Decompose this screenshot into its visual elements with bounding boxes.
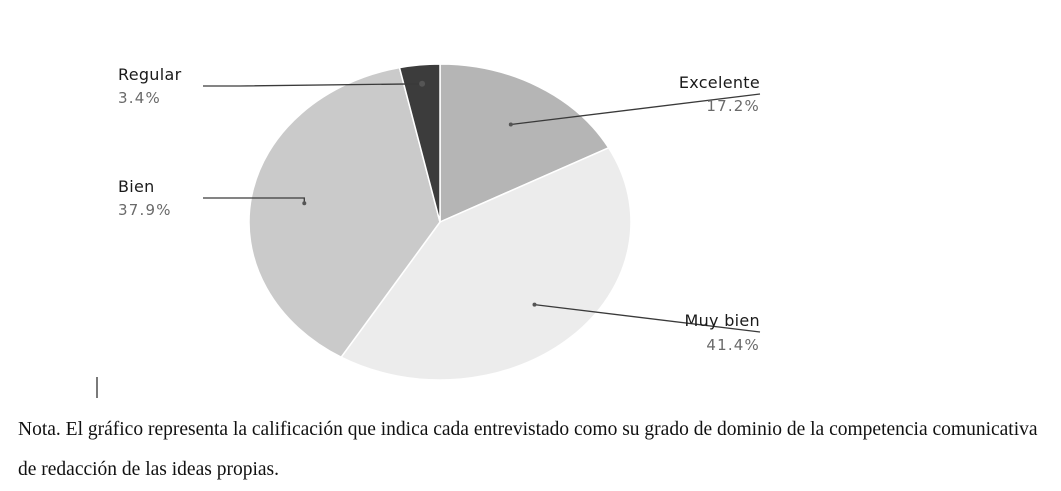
leader-line-excelente [510, 93, 761, 126]
slice-label-regular: Regular [118, 65, 182, 84]
pie-slice-bien [248, 66, 441, 359]
pie-slice-muy-bien [340, 146, 632, 381]
chart-note: Nota. El gráfico representa la calificac… [18, 419, 1038, 480]
slice-value-regular: 3.4% [118, 89, 161, 107]
slice-label-muy-bien: Muy bien [685, 311, 761, 330]
slice-value-bien: 37.9% [118, 201, 172, 219]
leader-dot-excelente [508, 122, 513, 127]
pie-slice-regular [398, 63, 441, 223]
slice-label-excelente: Excelente [679, 73, 760, 92]
slice-label-bien: Bien [118, 177, 155, 196]
leader-dot-muy-bien [532, 302, 537, 307]
slice-value-muy-bien: 41.4% [706, 336, 760, 354]
leader-dot-regular [419, 80, 426, 87]
pie-slices [248, 63, 632, 381]
leader-line-muy-bien [534, 303, 761, 333]
leader-dot-bien [302, 201, 307, 206]
leader-line-regular [203, 83, 423, 87]
pie-slice-excelente [439, 63, 610, 224]
slice-value-excelente: 17.2% [706, 97, 760, 115]
pie-chart: Excelente 17.2% Muy bien 41.4% Bien 37.9% Regu… [96, 63, 761, 398]
pie-labels: Excelente 17.2% Muy bien 41.4% Bien 37.9% Regu… [118, 65, 760, 354]
pie-leader-lines [203, 80, 761, 333]
